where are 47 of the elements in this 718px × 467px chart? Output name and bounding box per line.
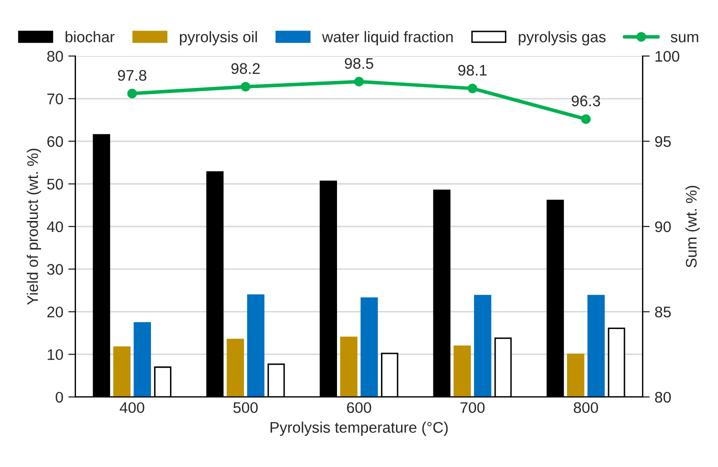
- bar: [340, 336, 358, 397]
- legend-label: pyrolysis oil: [180, 31, 257, 46]
- y-tick-label: 30: [47, 264, 63, 275]
- y-tick-label: 80: [47, 50, 63, 62]
- x-tick-label: 400: [120, 402, 144, 414]
- bar: [360, 297, 378, 397]
- x-tick-label: 500: [233, 402, 258, 414]
- y-axis-title: Yield of product (wt. %): [26, 148, 42, 305]
- y-tick-label: 10: [48, 349, 63, 360]
- y-tick-label: 60: [47, 136, 63, 147]
- x-tick-label: 600: [347, 402, 372, 414]
- y2-axis-title: Sum (wt. %): [685, 186, 700, 268]
- point: [240, 82, 250, 92]
- y-tick-label: 20: [47, 306, 63, 318]
- data-label: 98.2: [231, 63, 260, 74]
- point: [354, 76, 364, 86]
- y-tick-label: 50: [47, 178, 63, 190]
- bar: [454, 346, 471, 397]
- data-label: 96.3: [572, 96, 600, 106]
- y-tick-label: 40: [46, 221, 63, 232]
- x-axis-title: Pyrolysis temperature (°C): [270, 422, 448, 436]
- bar: [247, 294, 264, 397]
- data-label: 98.5: [344, 58, 374, 69]
- legend-label: biochar: [66, 31, 115, 42]
- bar: [226, 338, 244, 397]
- point: [127, 88, 137, 98]
- legend-label: pyrolysis gas: [518, 31, 606, 46]
- bar: [113, 346, 131, 397]
- legend-label: sum: [670, 34, 698, 42]
- y-tick-label: 0: [56, 392, 63, 403]
- x-tick-label: 700: [460, 402, 485, 414]
- y-tick-label: 70: [47, 94, 63, 104]
- y2-tick-label: 90: [655, 221, 671, 232]
- y2-tick-label: 85: [655, 306, 671, 318]
- data-label: 98.1: [458, 64, 487, 76]
- bar: [587, 294, 605, 397]
- y2-tick-label: 100: [656, 50, 680, 62]
- legend-label: water liquid fraction: [322, 31, 453, 46]
- x-tick-label: 800: [574, 402, 598, 414]
- bar: [134, 322, 151, 397]
- bar: [567, 354, 584, 397]
- data-label: 97.8: [118, 70, 146, 81]
- point: [581, 114, 591, 124]
- bar: [474, 294, 492, 397]
- y2-tick-label: 95: [655, 136, 671, 147]
- point: [468, 84, 478, 94]
- y2-tick-label: 80: [655, 392, 671, 403]
